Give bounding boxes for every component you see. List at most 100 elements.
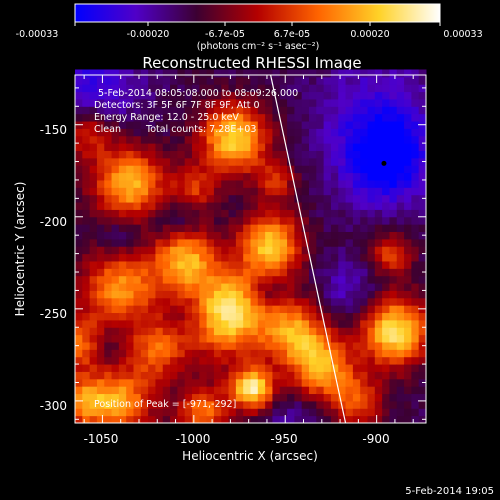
heatmap-cell-64 [82, 297, 91, 306]
heatmap-cell-144 [96, 415, 105, 424]
heatmap-cell-623 [162, 69, 171, 78]
heatmap-cell-720 [184, 415, 193, 424]
heatmap-cell-985 [221, 231, 230, 240]
heatmap-cell-1417 [287, 231, 295, 240]
heatmap-cell-987 [221, 216, 230, 225]
heatmap-cell-2251 [411, 98, 420, 107]
heatmap-cell-2108 [389, 91, 398, 100]
heatmap-cell-789 [192, 260, 200, 269]
heatmap-cell-382 [126, 76, 134, 85]
heatmap-cell-229 [104, 143, 113, 151]
heatmap-cell-86 [82, 135, 91, 144]
heatmap-cell-1451 [294, 334, 303, 343]
heatmap-cell-1289 [265, 113, 273, 122]
heatmap-cell-366 [126, 194, 134, 203]
heatmap-cell-1443 [294, 393, 303, 402]
heatmap-cell-1348 [279, 386, 288, 395]
heatmap-cell-62 [82, 312, 91, 321]
solar-limb-line [270, 74, 347, 424]
heatmap-cell-621 [162, 84, 171, 93]
heatmap-cell-1069 [235, 319, 244, 328]
heatmap-cell-1175 [250, 246, 259, 255]
heatmap-cell-2217 [411, 349, 420, 358]
heatmap-cell-774 [192, 371, 200, 380]
heatmap-cell-159 [96, 305, 105, 314]
heatmap-cell-2139 [396, 216, 405, 225]
heatmap-cell-927 [213, 305, 222, 314]
heatmap-cell-2053 [382, 143, 390, 151]
heatmap-cell-155 [96, 334, 105, 343]
heatmap-cell-1112 [243, 356, 251, 365]
heatmap-cell-1458 [294, 283, 303, 291]
heatmap-cells [75, 69, 427, 424]
heatmap-cell-2243 [411, 157, 420, 166]
heatmap-cell-1628 [316, 91, 325, 100]
heatmap-cell-698 [177, 224, 186, 233]
heatmap-cell-2150 [396, 135, 405, 144]
heatmap-cell-1416 [287, 238, 295, 247]
heatmap-cell-1944 [367, 238, 376, 247]
heatmap-cell-71 [82, 246, 91, 255]
heatmap-cell-2278 [418, 253, 427, 262]
heatmap-cell-1520 [301, 179, 310, 188]
heatmap-cell-124 [89, 209, 98, 218]
heatmap-cell-2292 [418, 150, 427, 159]
heatmap-cell-981 [221, 260, 230, 269]
heatmap-cell-225 [104, 172, 113, 181]
heatmap-cell-1361 [279, 290, 288, 299]
heatmap-cell-472 [140, 121, 149, 129]
heatmap-cell-541 [155, 319, 164, 328]
heatmap-cell-2099 [389, 157, 398, 166]
heatmap-cell-401 [133, 290, 142, 299]
heatmap-cell-990 [221, 194, 230, 203]
heatmap-cell-564 [155, 150, 164, 159]
heatmap-cell-340 [126, 386, 134, 395]
heatmap-cell-1049 [228, 113, 237, 122]
heatmap-cell-443 [140, 334, 149, 343]
heatmap-cell-2222 [411, 312, 420, 321]
heatmap-cell-1179 [250, 216, 259, 225]
heatmap-cell-1806 [345, 194, 354, 203]
heatmap-cell-286 [111, 76, 120, 85]
heatmap-cell-870 [206, 371, 215, 380]
heatmap-cell-625 [170, 408, 178, 417]
heatmap-cell-2127 [396, 305, 405, 314]
heatmap-cell-412 [133, 209, 142, 218]
heatmap-cell-885 [206, 260, 215, 269]
heatmap-cell-1586 [316, 400, 325, 409]
heatmap-cell-470 [140, 135, 149, 144]
heatmap-cell-1969 [374, 408, 383, 417]
heatmap-cell-670 [170, 76, 178, 85]
heatmap-cell-920 [213, 356, 222, 365]
heatmap-cell-2065 [389, 408, 398, 417]
heatmap-cell-2179 [404, 275, 412, 284]
heatmap-cell-1947 [367, 216, 376, 225]
heatmap-cell-1369 [279, 231, 288, 240]
heatmap-cell-1300 [272, 386, 281, 395]
heatmap-cell-331 [118, 98, 127, 107]
heatmap-cell-211 [104, 275, 113, 284]
heatmap-cell-1496 [301, 356, 310, 365]
heatmap-cell-1797 [345, 260, 354, 269]
heatmap-cell-1036 [228, 209, 237, 218]
heatmap-cell-360 [126, 238, 134, 247]
heatmap-cell-358 [126, 253, 134, 262]
heatmap-cell-1634 [323, 400, 332, 409]
heatmap-cell-928 [213, 297, 222, 306]
heatmap-cell-1386 [279, 106, 288, 115]
heatmap-cell-2056 [382, 121, 390, 129]
heatmap-cell-2174 [404, 312, 412, 321]
heatmap-cell-1153 [250, 408, 259, 417]
heatmap-cell-474 [140, 106, 149, 115]
heatmap-cell-1322 [272, 224, 281, 233]
heatmap-cell-337 [126, 408, 134, 417]
heatmap-cell-478 [140, 76, 149, 85]
heatmap-cell-878 [206, 312, 215, 321]
heatmap-cell-1376 [279, 179, 288, 188]
heatmap-cell-965 [221, 378, 230, 387]
heatmap-cell-398 [133, 312, 142, 321]
heatmap-cell-691 [177, 275, 186, 284]
heatmap-cell-905 [206, 113, 215, 122]
heatmap-cell-1471 [294, 187, 303, 196]
heatmap-cell-2124 [396, 327, 405, 336]
